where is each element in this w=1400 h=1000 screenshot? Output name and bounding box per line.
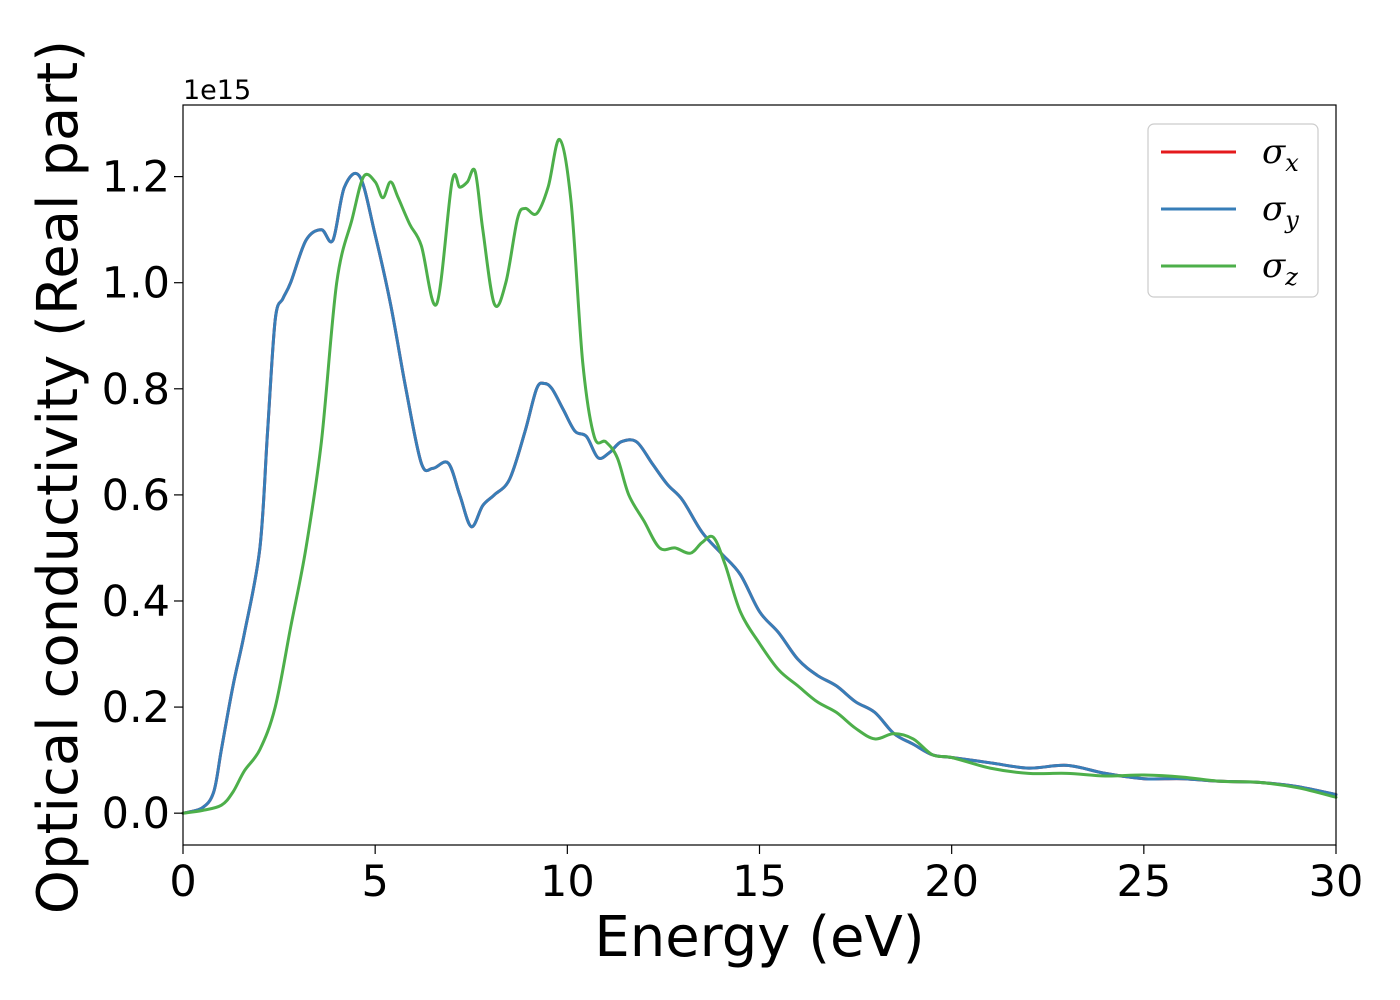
y-tick-label: 0.8: [102, 365, 170, 415]
x-axis-title: Energy (eV): [594, 905, 924, 970]
x-tick-label: 30: [1309, 857, 1364, 907]
y-tick-label: 0.6: [102, 471, 170, 521]
y-tick-label: 1.0: [102, 259, 170, 309]
y-tick-label: 0.2: [102, 683, 170, 733]
series-layer: [181, 137, 1338, 815]
x-tick-label: 25: [1116, 857, 1171, 907]
x-axis: 0 5 10 15 20 25 30: [169, 845, 1363, 907]
legend-subscript: x: [1285, 149, 1299, 177]
x-tick-label: 5: [361, 857, 388, 907]
legend-subscript: z: [1284, 263, 1298, 291]
x-tick-label: 15: [732, 857, 787, 907]
y-tick-label: 0.4: [102, 577, 170, 627]
y-offset-text: 1e15: [183, 75, 251, 106]
y-axis-title: Optical conductivity (Real part): [26, 40, 91, 914]
x-tick-label: 0: [169, 857, 196, 907]
y-axis: 0.0 0.2 0.4 0.6 0.8 1.0 1.2: [102, 153, 183, 839]
legend-subscript: y: [1284, 206, 1299, 234]
y-tick-label: 1.2: [102, 153, 170, 203]
x-tick-label: 10: [540, 857, 595, 907]
x-tick-label: 20: [924, 857, 979, 907]
series-line-z: [181, 137, 1338, 815]
y-tick-label: 0.0: [102, 789, 170, 839]
